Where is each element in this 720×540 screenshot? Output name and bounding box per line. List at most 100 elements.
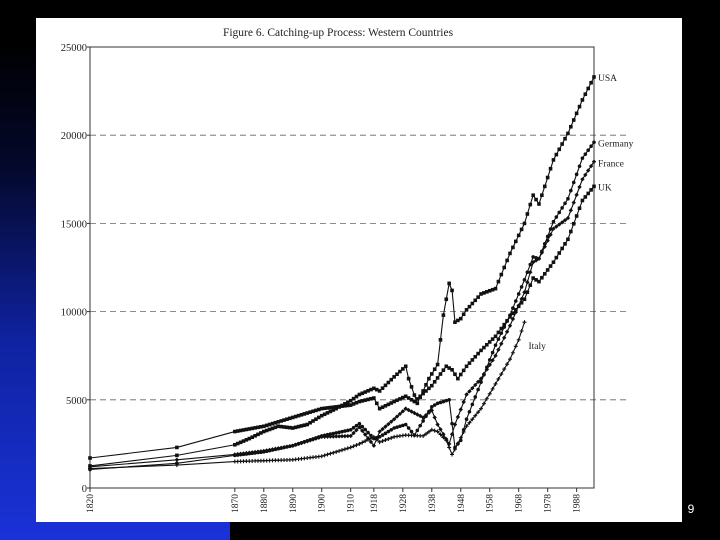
marker-uk-1883: [270, 421, 275, 426]
marker-uk-1989: [577, 206, 582, 211]
marker-germany-1951: [467, 409, 472, 414]
marker-uk-1918: [372, 396, 376, 400]
marker-uk-1901: [322, 406, 327, 411]
marker-italy-1850: [174, 463, 179, 468]
marker-uk-1922: [383, 403, 388, 408]
series-line-uk: [89, 186, 595, 459]
marker-france-1874: [244, 450, 249, 456]
marker-usa-1885: [276, 424, 281, 429]
marker-germany-1961: [496, 337, 501, 341]
marker-usa-1902: [325, 411, 330, 415]
marker-germany-1973: [531, 255, 535, 259]
marker-uk-1877: [253, 426, 257, 430]
marker-germany-1958: [487, 358, 492, 362]
x-tick-label-1968: 1968: [515, 494, 525, 513]
marker-france-1941: [438, 427, 443, 432]
marker-uk-1919: [374, 401, 379, 406]
marker-france-1979: [548, 232, 553, 237]
marker-italy-1964: [505, 362, 510, 367]
marker-france-1923: [386, 421, 391, 427]
marker-uk-1881: [264, 423, 269, 428]
marker-france-1921: [380, 426, 385, 432]
marker-germany-1954: [476, 387, 480, 392]
marker-france-1920: [377, 429, 382, 434]
marker-france-1939: [432, 415, 437, 420]
marker-france-1907: [339, 434, 345, 439]
y-tick-label-5000: 5000: [66, 396, 87, 407]
marker-uk-1884: [273, 420, 278, 425]
marker-uk-1896: [308, 410, 312, 414]
marker-uk-1946: [453, 372, 457, 377]
marker-uk-1941: [438, 372, 443, 376]
marker-uk-1966: [511, 311, 515, 316]
marker-italy-1948: [458, 435, 463, 440]
marker-uk-1974: [534, 278, 538, 282]
marker-usa-1886: [279, 424, 283, 429]
marker-uk-1923: [386, 402, 391, 407]
marker-usa-1944: [447, 281, 451, 286]
marker-france-1880: [261, 448, 266, 454]
marker-uk-1879: [259, 424, 263, 429]
marker-usa-1952: [470, 301, 475, 306]
series-uk: [88, 184, 596, 460]
marker-usa-1940: [435, 362, 440, 367]
marker-uk-1926: [395, 398, 399, 403]
marker-usa-1929: [403, 364, 408, 369]
marker-germany-1962: [499, 331, 504, 335]
marker-usa-1928: [401, 367, 405, 371]
marker-usa-1931: [409, 385, 414, 389]
marker-uk-1982: [557, 251, 562, 255]
marker-italy-1820: [88, 466, 92, 471]
marker-uk-1984: [563, 242, 567, 246]
series-label-germany: Germany: [598, 139, 634, 149]
marker-usa-1925: [392, 375, 396, 379]
marker-france-1974: [533, 258, 539, 263]
marker-france-1876: [250, 450, 255, 455]
marker-italy-1968: [516, 337, 521, 342]
marker-usa-1937: [427, 376, 431, 381]
marker-uk-1904: [331, 405, 336, 410]
marker-italy-1942: [441, 435, 446, 440]
marker-germany-1921: [380, 433, 385, 437]
series-france: [87, 159, 597, 470]
marker-france-1946: [452, 422, 458, 427]
figure-panel: Figure 6. Catching-up Process: Western C…: [36, 18, 682, 522]
marker-uk-1954: [476, 351, 480, 356]
marker-usa-1921: [380, 386, 385, 390]
marker-uk-1876: [250, 426, 255, 431]
marker-usa-1884: [273, 425, 278, 430]
marker-france-1926: [394, 414, 400, 419]
marker-usa-1949: [461, 312, 466, 317]
marker-uk-1952: [470, 358, 475, 362]
marker-uk-1967: [513, 308, 518, 312]
marker-france-1887: [281, 445, 287, 450]
x-tick-label-1900: 1900: [318, 494, 328, 513]
marker-usa-1927: [398, 369, 402, 374]
x-tick-labels: 1820 1870 1880 1890 1900 1910 1918 1928 1938 1948…: [86, 494, 583, 513]
marker-uk-1969: [519, 300, 524, 305]
marker-uk-1985: [566, 237, 570, 242]
marker-germany-1931: [409, 429, 414, 434]
marker-france-1965: [507, 323, 513, 328]
marker-italy-1941: [438, 432, 443, 437]
marker-usa-1991: [583, 92, 588, 96]
marker-france-1935: [420, 415, 426, 420]
marker-italy-1969: [519, 329, 524, 334]
marker-france-1984: [562, 218, 568, 223]
marker-germany-1911: [351, 425, 356, 430]
marker-germany-1987: [571, 180, 576, 185]
marker-usa-1965: [508, 251, 512, 256]
marker-france-1948: [458, 407, 463, 412]
marker-france-1914: [360, 428, 365, 434]
marker-italy-1946: [452, 447, 457, 452]
marker-italy-1905: [334, 449, 339, 454]
marker-italy-1957: [484, 396, 489, 401]
marker-italy-1952: [470, 417, 475, 422]
marker-usa-1969: [519, 227, 524, 232]
marker-uk-1924: [389, 401, 394, 405]
marker-uk-1973: [531, 276, 535, 280]
marker-uk-1912: [354, 400, 359, 405]
marker-uk-1888: [285, 417, 289, 422]
marker-france-1985: [565, 215, 571, 221]
marker-germany-1992: [586, 148, 591, 152]
